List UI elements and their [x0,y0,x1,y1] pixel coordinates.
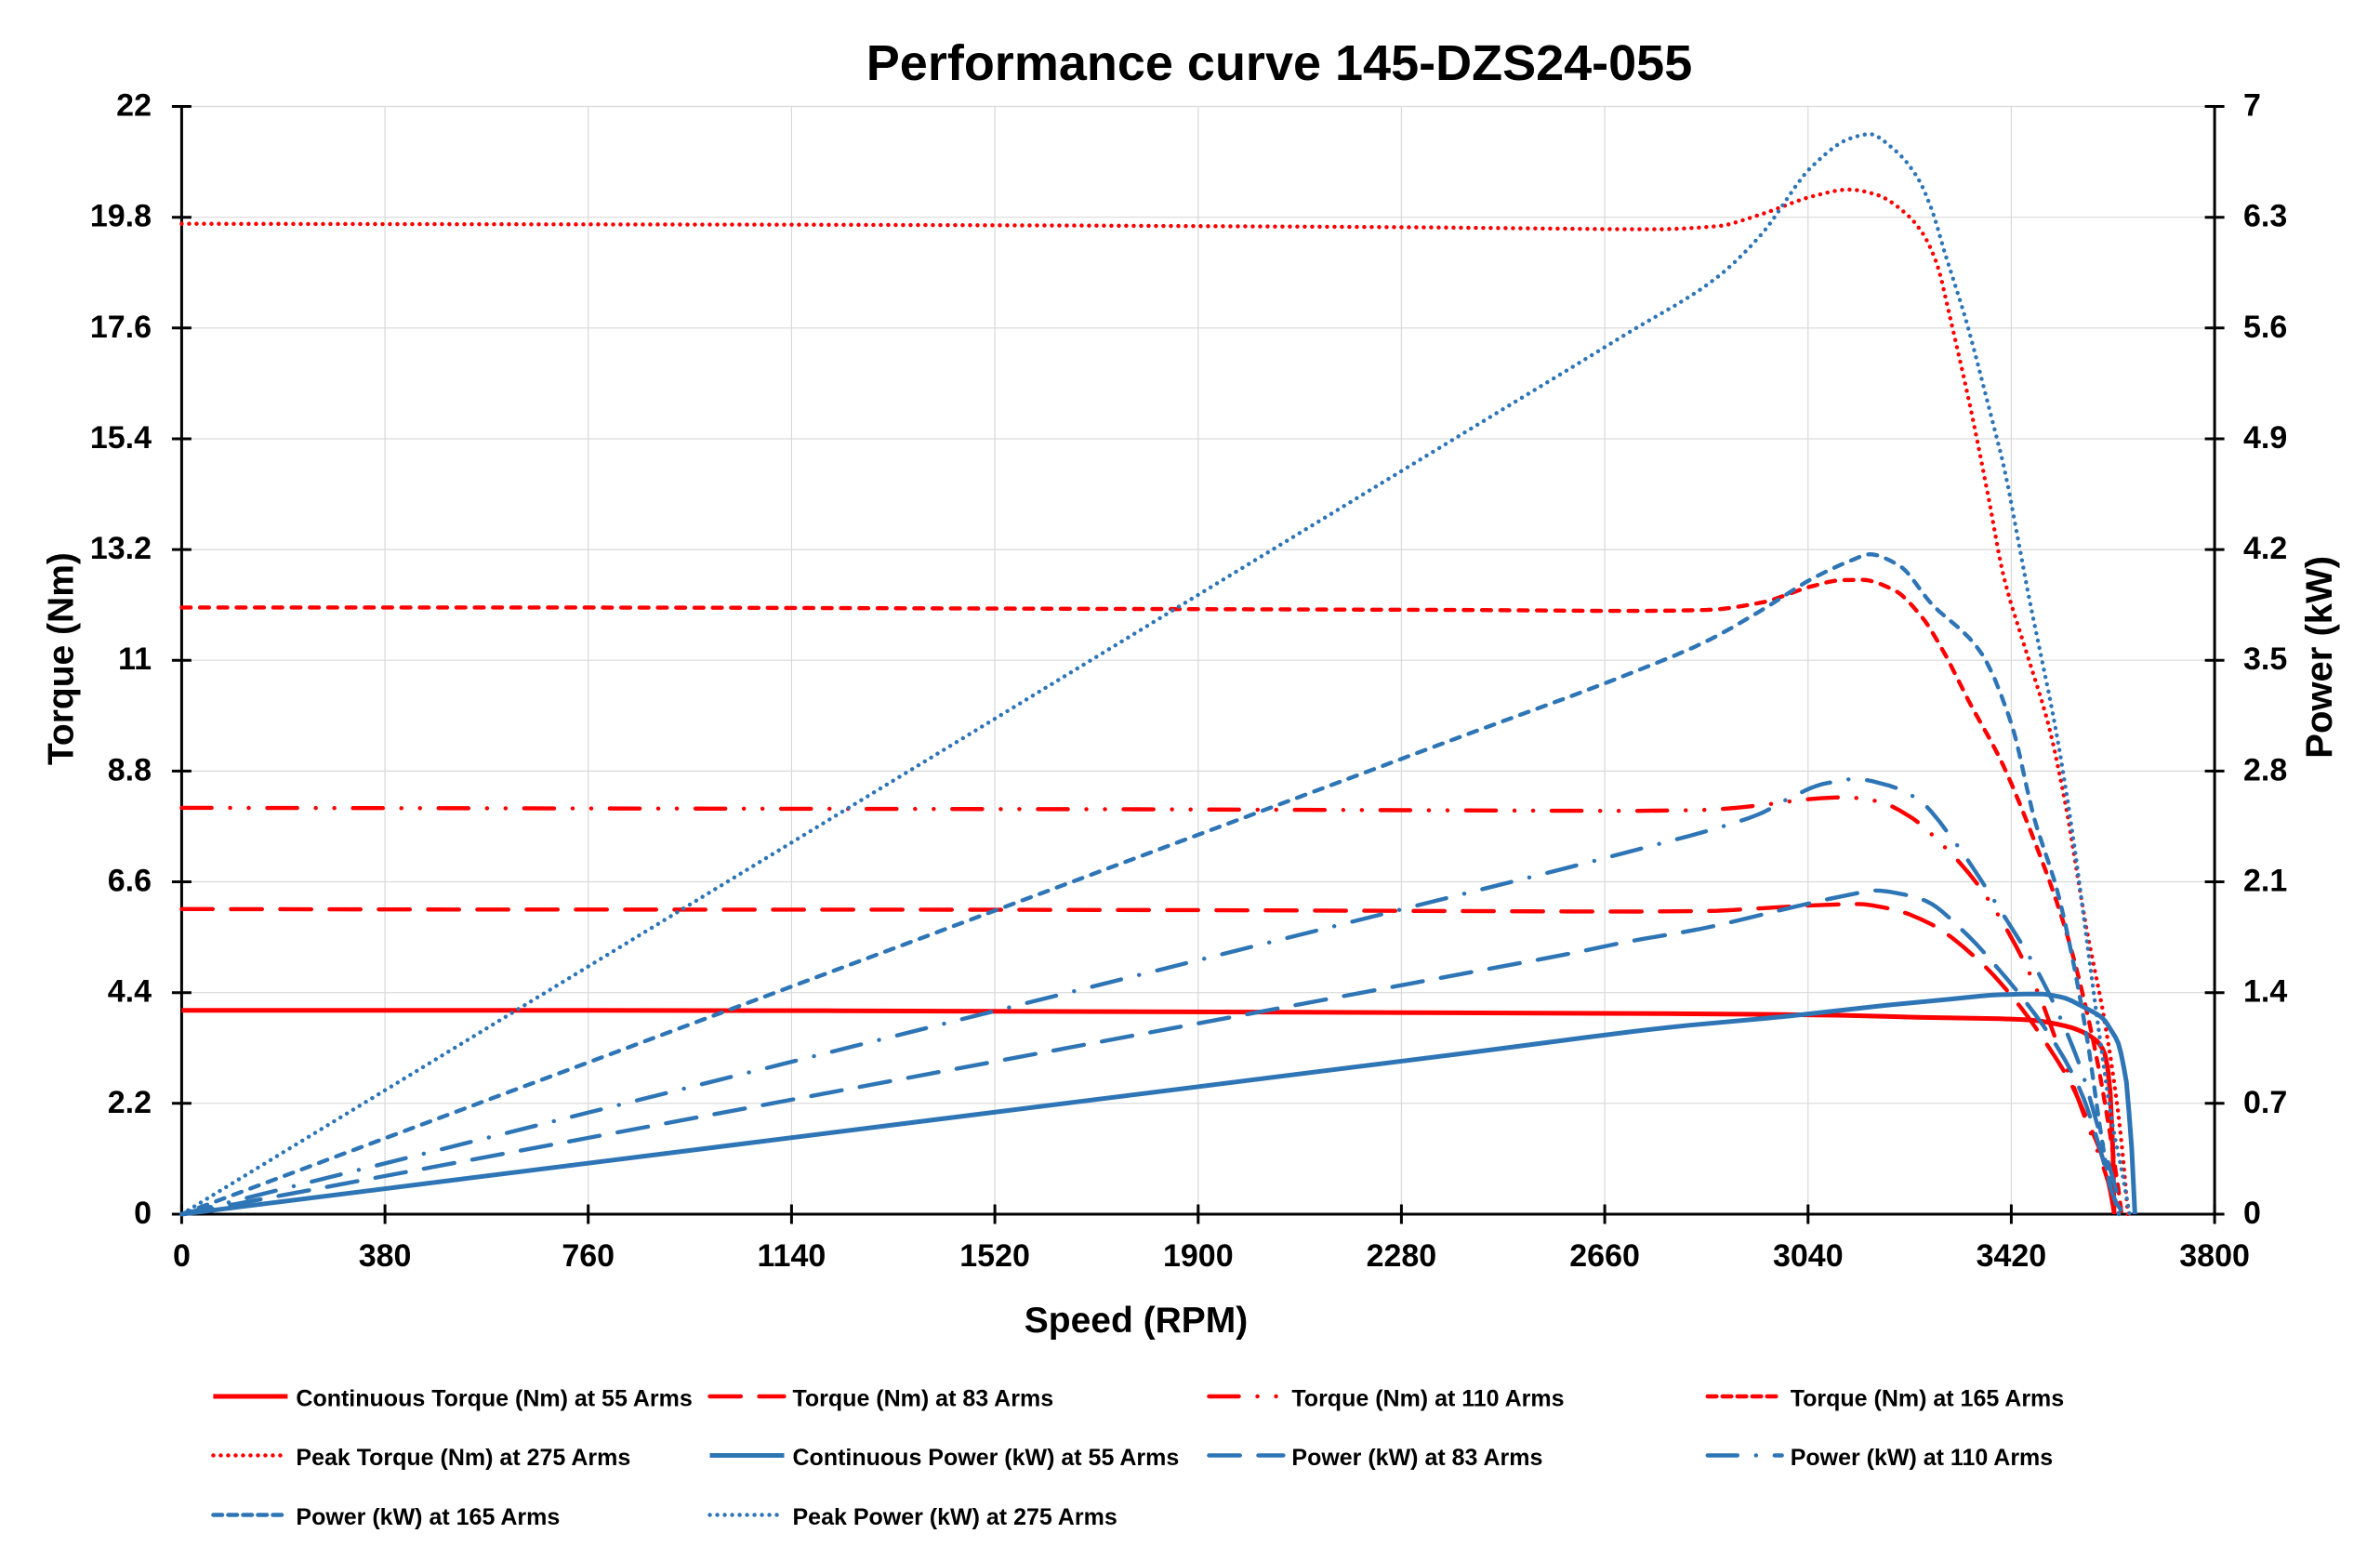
svg-text:4.9: 4.9 [2243,420,2287,456]
svg-text:760: 760 [562,1238,615,1274]
svg-text:1.4: 1.4 [2243,974,2287,1010]
svg-text:1520: 1520 [959,1238,1030,1274]
svg-text:3.5: 3.5 [2243,641,2287,677]
svg-text:Power (kW) at 110 Arms: Power (kW) at 110 Arms [1791,1445,2054,1471]
svg-text:0: 0 [173,1238,191,1274]
svg-text:2.1: 2.1 [2243,864,2287,899]
svg-text:Power (kW) at 83 Arms: Power (kW) at 83 Arms [1291,1445,1542,1471]
svg-text:4.4: 4.4 [108,974,152,1010]
svg-text:Torque (Nm) at 165 Arms: Torque (Nm) at 165 Arms [1791,1386,2065,1412]
svg-text:2.8: 2.8 [2243,752,2287,787]
svg-text:Torque (Nm): Torque (Nm) [42,552,82,765]
svg-text:13.2: 13.2 [90,531,152,566]
svg-text:3040: 3040 [1773,1238,1844,1274]
svg-text:1900: 1900 [1163,1238,1234,1274]
svg-text:5.6: 5.6 [2243,310,2287,345]
svg-text:8.8: 8.8 [108,752,152,787]
svg-text:Continuous Torque (Nm) at 55 A: Continuous Torque (Nm) at 55 Arms [296,1386,692,1412]
svg-text:Continuous Power (kW) at 55 Ar: Continuous Power (kW) at 55 Arms [793,1445,1180,1471]
svg-text:0.7: 0.7 [2243,1085,2287,1120]
svg-text:Performance curve 145-DZS24-05: Performance curve 145-DZS24-055 [866,35,1692,91]
svg-text:0: 0 [2243,1196,2261,1231]
svg-text:6.3: 6.3 [2243,199,2287,234]
svg-text:17.6: 17.6 [90,310,152,345]
svg-text:6.6: 6.6 [108,864,152,899]
svg-text:22: 22 [116,88,152,124]
svg-text:Torque (Nm) at 110 Arms: Torque (Nm) at 110 Arms [1291,1386,1564,1412]
svg-text:0: 0 [134,1196,152,1231]
svg-text:7: 7 [2243,88,2261,124]
svg-text:Speed (RPM): Speed (RPM) [1025,1301,1249,1341]
svg-text:Power (kW): Power (kW) [2299,556,2340,759]
svg-text:1140: 1140 [758,1238,826,1274]
svg-text:4.2: 4.2 [2243,531,2287,566]
svg-text:Power (kW) at 165 Arms: Power (kW) at 165 Arms [296,1504,560,1530]
svg-text:15.4: 15.4 [90,420,152,456]
svg-text:3420: 3420 [1977,1238,2047,1274]
svg-text:3800: 3800 [2179,1238,2250,1274]
svg-text:Torque (Nm) at 83 Arms: Torque (Nm) at 83 Arms [793,1386,1054,1412]
svg-text:Peak Power (kW) at 275 Arms: Peak Power (kW) at 275 Arms [793,1504,1117,1530]
svg-text:2.2: 2.2 [108,1085,152,1120]
svg-text:11: 11 [118,641,152,677]
svg-text:2660: 2660 [1569,1238,1640,1274]
svg-text:19.8: 19.8 [90,199,152,234]
svg-text:Peak Torque (Nm) at 275 Arms: Peak Torque (Nm) at 275 Arms [296,1445,630,1471]
svg-text:380: 380 [359,1238,412,1274]
svg-text:2280: 2280 [1367,1238,1437,1274]
